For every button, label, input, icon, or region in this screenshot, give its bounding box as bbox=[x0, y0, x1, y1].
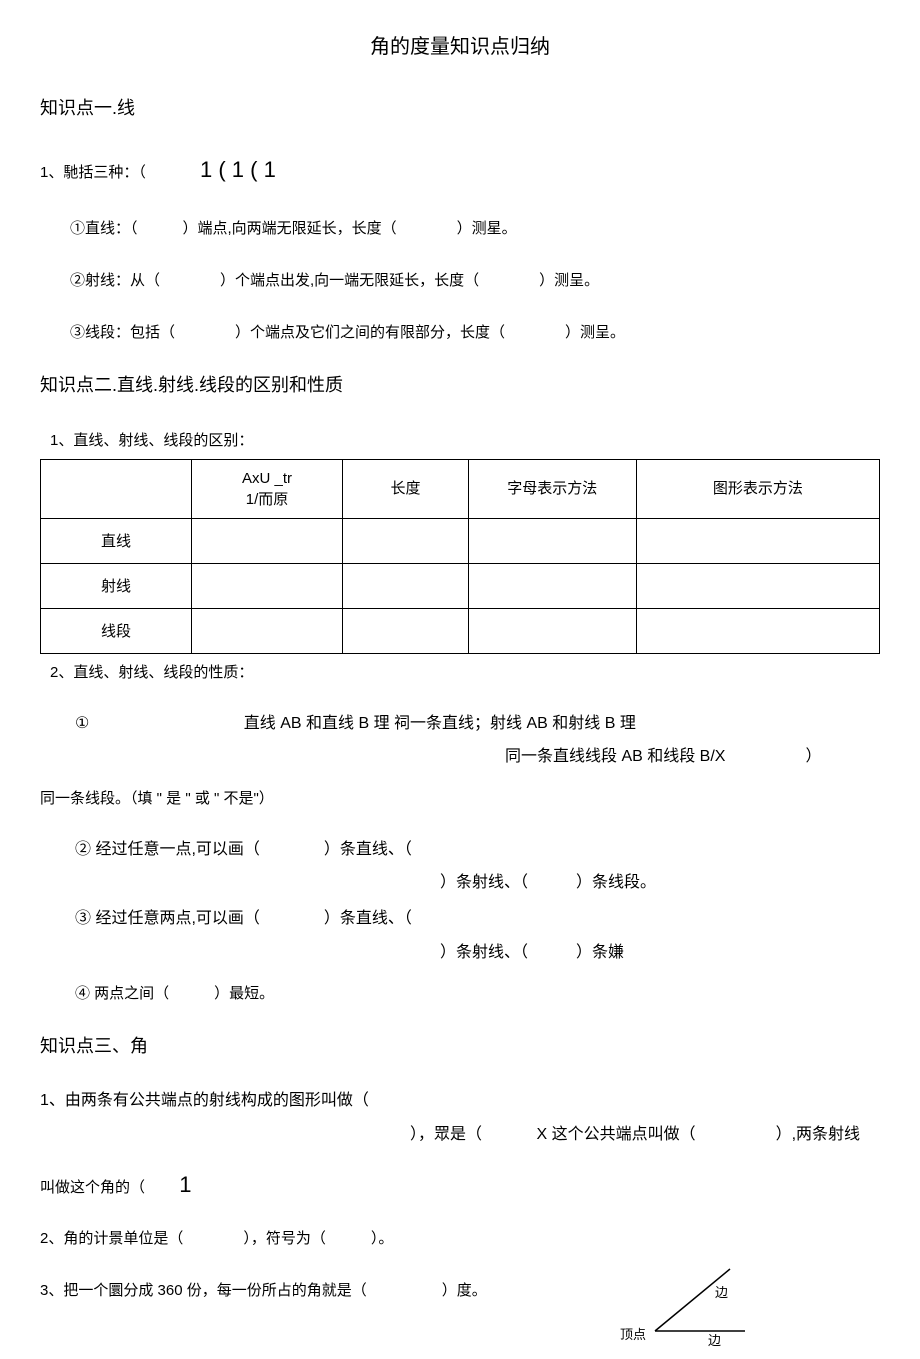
s1-item1-prefix: 1、馳括三种：（ bbox=[40, 164, 146, 181]
td-cell bbox=[192, 563, 343, 608]
s2-prop2a: ② 经过任意一点,可以画（ ）条直线、（ bbox=[75, 837, 880, 863]
vertex-label: 顶点 bbox=[620, 1327, 646, 1342]
document-title: 角的度量知识点归纳 bbox=[40, 30, 880, 59]
s2-prop1a: ① bbox=[75, 715, 89, 732]
s2-prop1b: 直线 AB 和直线 B 理 祠一条直线；射线 AB 和射线 B 理 bbox=[244, 715, 636, 732]
th-col2: AxU _tr 1/而原 bbox=[192, 459, 343, 518]
td-cell bbox=[192, 608, 343, 653]
td-cell bbox=[343, 563, 469, 608]
angle-diagram: 顶点 边 边 bbox=[615, 1259, 780, 1349]
td-cell bbox=[636, 518, 879, 563]
td-cell bbox=[343, 608, 469, 653]
s3-item1a: 1、由两条有公共端点的射线构成的图形叫做（ bbox=[40, 1088, 880, 1114]
edge-label-bottom: 边 bbox=[708, 1333, 721, 1348]
td-cell bbox=[468, 518, 636, 563]
table-row: 直线 bbox=[41, 518, 880, 563]
s2-prop3a: ③ 经过任意两点,可以画（ ）条直线、（ bbox=[75, 906, 880, 932]
s3-item1-row3: 叫做这个角的（ 1 bbox=[40, 1165, 880, 1205]
s2-prop4: ④ 两点之间（ ）最短。 bbox=[75, 980, 880, 1007]
s1-item1: 1、馳括三种：（ 1 ( 1 ( 1 bbox=[40, 150, 880, 190]
s2-prop3b: ）条射线、（ ）条嫌 bbox=[75, 940, 880, 966]
th-length: 长度 bbox=[343, 459, 469, 518]
s3-item1c: X 这个公共端点叫做（ ）,两条射线 bbox=[536, 1126, 860, 1143]
td-cell bbox=[636, 608, 879, 653]
s2-prop1c: 同一条直线线段 AB 和线段 B/X ） bbox=[505, 748, 821, 765]
s2-prop1d: 同一条线段。（填 " 是 " 或 " 不是"） bbox=[40, 785, 880, 812]
td-cell bbox=[192, 518, 343, 563]
comparison-table: AxU _tr 1/而原 长度 字母表示方法 图形表示方法 直线 射线 线段 bbox=[40, 459, 880, 654]
s2-prop1-row1: ① 直线 AB 和直线 B 理 祠一条直线；射线 AB 和射线 B 理 bbox=[75, 711, 880, 737]
th-letter: 字母表示方法 bbox=[468, 459, 636, 518]
td-cell bbox=[636, 563, 879, 608]
s3-item2: 2、角的计景单位是（ ），符号为（ ）。 bbox=[40, 1225, 880, 1252]
s2-prop1-row2: 同一条直线线段 AB 和线段 B/X ） bbox=[75, 744, 880, 770]
th-graphic: 图形表示方法 bbox=[636, 459, 879, 518]
angle-edge-diagonal bbox=[655, 1269, 730, 1331]
s3-item1d: 叫做这个角的（ bbox=[40, 1179, 145, 1196]
s3-item1e: 1 bbox=[179, 1172, 191, 1197]
td-cell bbox=[468, 608, 636, 653]
table-row: 射线 bbox=[41, 563, 880, 608]
s2-item1: 1、直线、射线、线段的区别： bbox=[40, 427, 880, 454]
edge-label-top: 边 bbox=[715, 1285, 728, 1300]
table-row: 线段 bbox=[41, 608, 880, 653]
th-empty bbox=[41, 459, 192, 518]
s2-prop2b: ）条射线、（ ）条线段。 bbox=[75, 870, 880, 896]
s3-item1b: ），眾是（ bbox=[410, 1126, 482, 1143]
s1-sub1: ①直线：（ ）端点,向两端无限延长，长度（ ）测星。 bbox=[40, 215, 880, 242]
s1-sub2: ②射线：从（ ）个端点出发,向一端无限延长，长度（ ）测呈。 bbox=[40, 267, 880, 294]
td-cell bbox=[343, 518, 469, 563]
s2-item2: 2、直线、射线、线段的性质： bbox=[40, 659, 880, 686]
section1-heading: 知识点一.线 bbox=[40, 94, 880, 120]
section3-heading: 知识点三、角 bbox=[40, 1032, 880, 1058]
table-header-row: AxU _tr 1/而原 长度 字母表示方法 图形表示方法 bbox=[41, 459, 880, 518]
td-segment-name: 线段 bbox=[41, 608, 192, 653]
section2-heading: 知识点二.直线.射线.线段的区别和性质 bbox=[40, 371, 880, 397]
s1-item1-special: 1 ( 1 ( 1 bbox=[200, 157, 276, 182]
td-cell bbox=[468, 563, 636, 608]
td-ray-name: 射线 bbox=[41, 563, 192, 608]
s1-sub3: ③线段：包括（ ）个端点及它们之间的有限部分，长度（ ）测呈。 bbox=[40, 319, 880, 346]
s3-item1-row2: ），眾是（ X 这个公共端点叫做（ ）,两条射线 bbox=[40, 1122, 880, 1148]
td-line-name: 直线 bbox=[41, 518, 192, 563]
